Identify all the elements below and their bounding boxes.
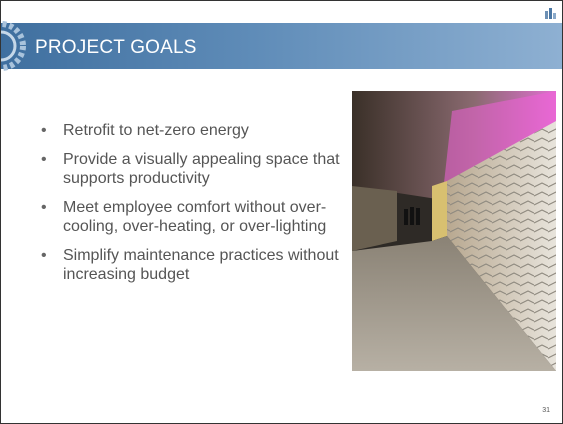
slide: PROJECT GOALS Retrofit to net-zero energ… [0, 0, 563, 424]
bullet-item: Provide a visually appealing space that … [41, 150, 341, 188]
bullet-item: Meet employee comfort without over-cooli… [41, 198, 341, 236]
corridor-photo [352, 91, 556, 371]
bullet-item: Retrofit to net-zero energy [41, 121, 341, 140]
bullet-list: Retrofit to net-zero energy Provide a vis… [41, 121, 341, 294]
page-number: 31 [542, 407, 550, 414]
slide-title: PROJECT GOALS [35, 37, 197, 59]
logo-icon [544, 7, 556, 19]
gear-decoration [1, 11, 31, 81]
bullet-item: Simplify maintenance practices without i… [41, 246, 341, 284]
